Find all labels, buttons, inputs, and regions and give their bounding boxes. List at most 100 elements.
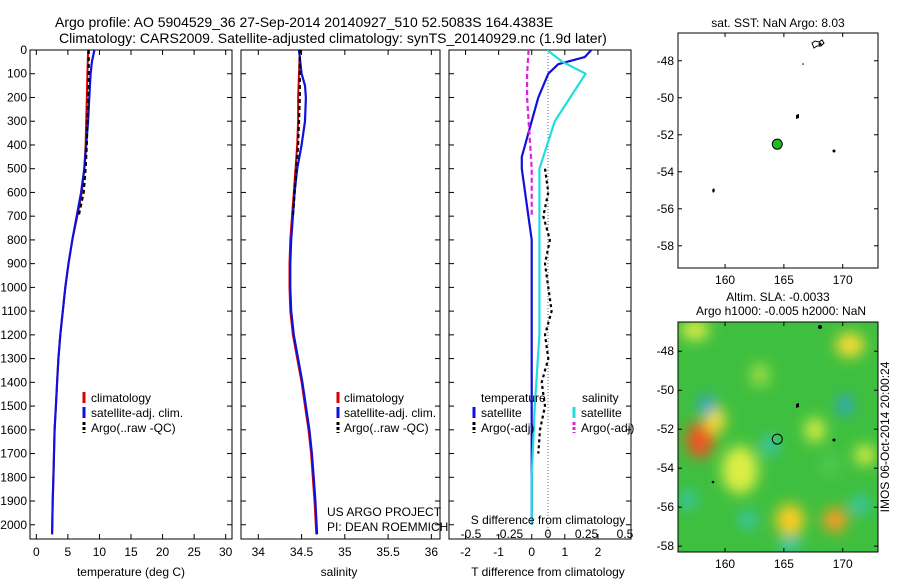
sla-patch xyxy=(838,395,852,415)
map-y-tick-label: -56 xyxy=(657,500,675,514)
x-tick-label: 25 xyxy=(187,545,201,559)
legend-satellite-label: satellite-adj. clim. xyxy=(344,406,436,420)
island-speck xyxy=(712,188,715,193)
salinity-difference-label: S difference from climatology xyxy=(471,513,626,527)
sla-patch xyxy=(750,363,770,387)
salinity-difference-ticks: -0.5 -0.25 0 0.25 0.5 xyxy=(461,527,634,541)
y-tick-label: 100 xyxy=(7,67,27,81)
island-speck xyxy=(711,480,715,484)
s-diff-tick-label: -0.5 xyxy=(461,527,482,541)
x-tick-label: 10 xyxy=(93,545,107,559)
series-line-satellite xyxy=(520,50,593,525)
s-diff-tick-label: 0.5 xyxy=(617,527,634,541)
difference-panel: -2 -1 0 1 2 -0.5 -0.25 0 0.25 0.5 T difference f… xyxy=(448,49,634,579)
island-speck xyxy=(832,149,836,153)
legend-t-sat-label: satellite xyxy=(481,406,522,420)
difference-legend: temperature salinity satellite Argo(-adj… xyxy=(472,391,634,435)
y-tick-label: 300 xyxy=(7,114,27,128)
sla-patch xyxy=(776,504,804,536)
y-tick-label: 400 xyxy=(7,138,27,152)
sst-map-title: sat. SST: NaN Argo: 8.03 xyxy=(711,16,845,30)
y-tick-label: 800 xyxy=(7,233,27,247)
x-tick-label: 30 xyxy=(219,545,233,559)
y-tick-label: 0 xyxy=(20,43,27,57)
y-tick-label: 1200 xyxy=(0,328,27,342)
x-tick-label: 36 xyxy=(425,545,439,559)
island-speck xyxy=(832,438,836,442)
map-y-tick-label: -52 xyxy=(657,128,675,142)
salinity-xlabel: salinity xyxy=(321,565,358,579)
imos-timestamp: IMOS 06-Oct-2014 20:00:24 xyxy=(878,361,892,512)
s-diff-tick-label: 0.25 xyxy=(575,527,599,541)
legend-s-sat-label: satellite xyxy=(581,406,622,420)
x-tick-label: 15 xyxy=(124,545,138,559)
sla-patch xyxy=(852,496,868,514)
sla-patch xyxy=(681,491,695,509)
series-line-salinity-satellite xyxy=(530,50,587,525)
temperature-x-ticks: 0 5 10 15 20 25 30 xyxy=(33,50,233,559)
y-tick-label: 1500 xyxy=(0,399,27,413)
sla-map-frame xyxy=(677,321,879,553)
map-y-tick-label: -50 xyxy=(657,383,675,397)
temperature-axes-frame xyxy=(29,49,233,540)
x-tick-label: -2 xyxy=(460,545,471,559)
series-line-argo-adj- xyxy=(537,168,553,454)
temperature-lines xyxy=(51,50,96,535)
float-position-marker xyxy=(771,138,783,150)
sst-map-ticks: 160 165 170 -48 -50 -52 -54 -56 -58 xyxy=(657,33,878,287)
sla-patch xyxy=(681,322,709,340)
y-tick-label: 1100 xyxy=(1,304,27,318)
temperature-y-ticks: 0 100 200 300 400 500 600 700 800 900 1000 1100 1200… xyxy=(0,43,232,532)
x-tick-label: -1 xyxy=(493,545,504,559)
island-speck xyxy=(818,42,822,46)
x-tick-label: 34.5 xyxy=(290,545,314,559)
sla-map-islands xyxy=(711,325,836,484)
sst-map-panel: sat. SST: NaN Argo: 8.03 160 165 170 -48 -50… xyxy=(657,16,879,287)
y-tick-label: 1400 xyxy=(0,375,27,389)
sla-patch xyxy=(686,422,714,458)
x-tick-label: 1 xyxy=(561,545,568,559)
sla-patch xyxy=(699,395,715,415)
map-y-tick-label: -54 xyxy=(657,165,675,179)
legend-argo-label: Argo(..raw -QC) xyxy=(344,421,429,435)
y-tick-label: 1300 xyxy=(0,352,27,366)
sla-map-subtitle: Argo h1000: -0.005 h2000: NaN xyxy=(696,304,866,318)
island-auckland-outline xyxy=(811,39,825,49)
x-tick-label: 0 xyxy=(528,545,535,559)
island-speck xyxy=(796,114,799,119)
map-x-tick-label: 165 xyxy=(774,273,794,287)
sla-map-panel: Altim. SLA: -0.0033 Argo h1000: -0.005 h… xyxy=(657,290,892,571)
sla-patch xyxy=(763,435,777,455)
x-tick-label: 35 xyxy=(338,545,352,559)
map-y-tick-label: -54 xyxy=(657,461,675,475)
difference-xlabel: T difference from climatology xyxy=(471,565,625,579)
y-tick-label: 1900 xyxy=(0,494,27,508)
x-tick-label: 34 xyxy=(252,545,266,559)
map-y-tick-label: -50 xyxy=(657,91,675,105)
map-x-tick-label: 160 xyxy=(715,557,735,571)
map-y-tick-label: -48 xyxy=(657,344,675,358)
sla-heatmap xyxy=(678,322,878,552)
float-position-marker xyxy=(771,433,783,445)
difference-axes-frame xyxy=(448,49,632,540)
legend-satellite-label: satellite-adj. clim. xyxy=(91,406,183,420)
title-line2: Climatology: CARS2009. Satellite-adjuste… xyxy=(59,30,607,46)
map-y-tick-label: -56 xyxy=(657,202,675,216)
sla-map-title: Altim. SLA: -0.0033 xyxy=(726,290,830,304)
y-tick-label: 1000 xyxy=(0,280,27,294)
salinity-lines xyxy=(288,50,319,535)
sla-patch xyxy=(780,538,800,552)
x-tick-label: 5 xyxy=(65,545,72,559)
y-tick-label: 200 xyxy=(7,90,27,104)
sla-patch xyxy=(822,455,838,475)
difference-y-ticks xyxy=(449,49,631,526)
legend-salinity-header: salinity xyxy=(582,391,619,405)
island-speck xyxy=(796,403,799,408)
sla-patch xyxy=(836,333,864,357)
sla-patch xyxy=(740,512,756,528)
legend-t-argo-label: Argo(-adj) xyxy=(481,421,534,435)
project-annotation: US ARGO PROJECT xyxy=(327,505,442,519)
x-tick-label: 20 xyxy=(156,545,170,559)
salinity-panel: 34 34.5 35 35.5 36 salinity climatology sate… xyxy=(240,49,448,579)
map-y-tick-label: -48 xyxy=(657,54,675,68)
